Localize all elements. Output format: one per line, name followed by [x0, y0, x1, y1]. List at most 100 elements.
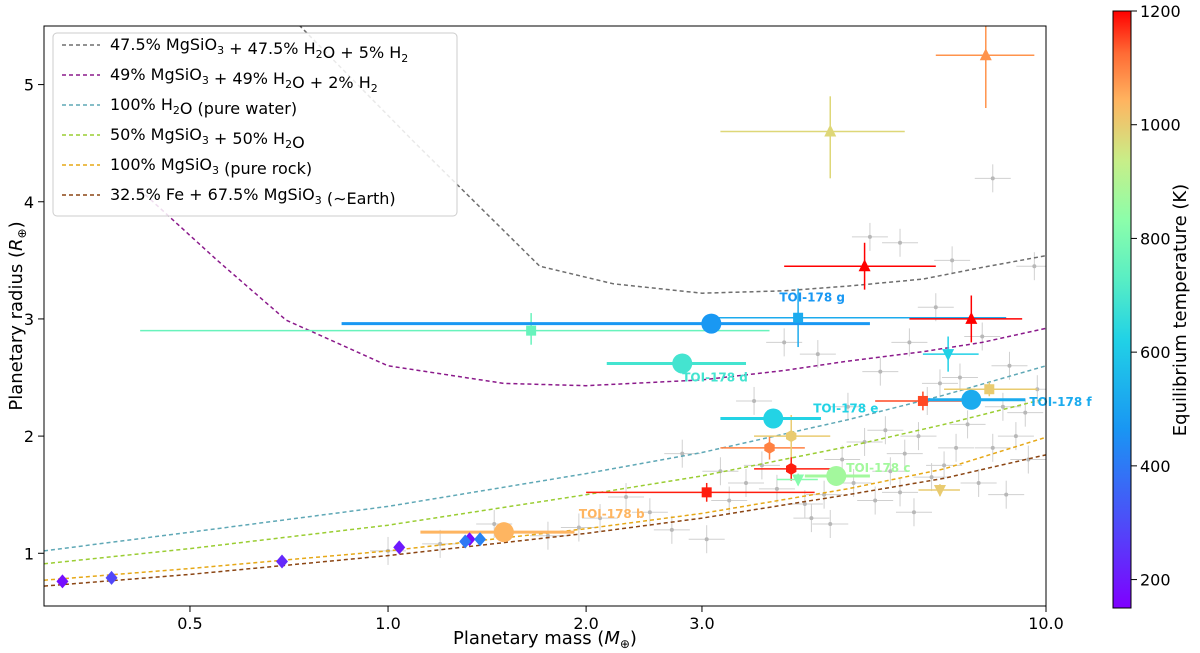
background-planet-point — [782, 340, 787, 345]
planet-labels: TOI-178 b TOI-178 c TOI-178 d TOI-178 e TOI-… — [579, 291, 1092, 522]
toi178-planet-label: TOI-178 e — [813, 402, 878, 416]
background-planet-point — [902, 451, 907, 456]
toi178-planet-marker — [672, 353, 693, 374]
literature-planet-marker — [917, 395, 928, 406]
literature-planet-marker — [942, 349, 955, 362]
literature-planet-marker — [984, 384, 995, 395]
y-axis-label: Planetary radius (R⊕) — [6, 221, 29, 410]
background-planet-point — [873, 498, 878, 503]
background-planet-point — [883, 428, 888, 433]
toi178-planet-label: TOI-178 g — [779, 291, 845, 305]
literature-planet-marker — [786, 430, 797, 443]
background-planet-point — [851, 480, 856, 485]
composition-curve — [139, 189, 1046, 387]
literature-planet-marker — [526, 325, 537, 336]
y-tick-label: 3 — [24, 310, 34, 329]
toi178-planet-label: TOI-178 c — [846, 461, 910, 475]
toi178-planet-marker — [493, 522, 514, 543]
background-planet-point — [957, 375, 962, 380]
background-planet-point — [867, 234, 872, 239]
background-planet-point — [598, 516, 603, 521]
background-planet-point — [438, 541, 443, 546]
legend-entry: 49% MgSiO3 + 49% H2O + 2% H2 — [110, 65, 378, 95]
background-planet-point — [815, 352, 820, 357]
literature-planet-marker — [933, 485, 946, 497]
background-planets — [370, 164, 1046, 565]
background-planet-point — [1032, 264, 1037, 269]
colorbar-tick-label: 1200 — [1140, 2, 1181, 21]
colorbar-tick-label: 600 — [1140, 343, 1171, 362]
y-tick-label: 2 — [24, 427, 34, 446]
background-planet-point — [950, 258, 955, 263]
composition-curve — [44, 397, 1046, 565]
background-planet-point — [1000, 404, 1005, 409]
literature-planet-marker — [459, 534, 472, 549]
colorbar: 200 400 600 800 1000 1200 — [1112, 2, 1181, 609]
background-planet-point — [669, 527, 674, 532]
background-planet-point — [898, 240, 903, 245]
toi178-planet-label: TOI-178 f — [1029, 395, 1092, 409]
x-tick-label: 1.0 — [375, 614, 400, 633]
literature-planet-marker — [824, 124, 837, 137]
background-planet-point — [976, 480, 981, 485]
x-tick-label: 3.0 — [689, 614, 714, 633]
background-planet-point — [990, 176, 995, 181]
background-planet-point — [752, 398, 757, 403]
colorbar-tick-label: 400 — [1140, 457, 1171, 476]
background-planet-point — [878, 369, 883, 374]
literature-planet-marker — [393, 540, 406, 555]
toi178-planet-marker — [763, 408, 784, 429]
literature-planet-marker — [858, 259, 871, 272]
composition-curve — [298, 26, 1046, 294]
y-tick-label: 5 — [24, 76, 34, 95]
legend-entry: 47.5% MgSiO3 + 47.5% H2O + 5% H2 — [110, 35, 408, 65]
composition-curve — [44, 436, 1046, 581]
background-planet-point — [1023, 410, 1028, 415]
background-planet-point — [937, 381, 942, 386]
colorbar-tick-label: 800 — [1140, 229, 1171, 248]
background-planet-point — [774, 486, 779, 491]
background-planet-point — [704, 537, 709, 542]
background-planet-point — [828, 521, 833, 526]
toi178-planet-label: TOI-178 d — [682, 370, 748, 384]
background-planet-point — [980, 334, 985, 339]
literature-planet-marker — [56, 574, 69, 589]
composition-curve — [44, 365, 1046, 552]
literature-planet-marker — [793, 312, 804, 323]
planet-markers — [56, 48, 995, 589]
background-planet-point — [898, 490, 903, 495]
y-axis-ticks: 1 2 3 4 5 — [24, 76, 44, 563]
background-planet-point — [942, 463, 947, 468]
literature-planet-marker — [474, 532, 487, 547]
background-planet-point — [809, 516, 814, 521]
background-planet-point — [1013, 434, 1018, 439]
x-tick-label: 10.0 — [1028, 614, 1064, 633]
toi178-planet-label: TOI-178 b — [579, 507, 645, 521]
background-planet-point — [965, 422, 970, 427]
colorbar-gradient — [1112, 10, 1132, 609]
background-planet-point — [1007, 363, 1012, 368]
background-planet-point — [933, 305, 938, 310]
literature-planet-marker — [764, 441, 775, 454]
literature-planet-marker — [701, 487, 712, 498]
colorbar-tick-label: 200 — [1140, 571, 1171, 590]
y-tick-label: 1 — [24, 544, 34, 563]
background-planet-point — [492, 521, 497, 526]
literature-planet-marker — [786, 462, 797, 475]
composition-curve — [44, 454, 1046, 587]
background-planet-point — [845, 404, 850, 409]
y-tick-label: 4 — [24, 193, 34, 212]
background-planet-point — [888, 469, 893, 474]
background-planet-point — [545, 533, 550, 538]
background-planet-point — [727, 498, 732, 503]
literature-planet-marker — [276, 554, 289, 569]
background-planet-point — [990, 445, 995, 450]
background-planet-point — [929, 475, 934, 480]
background-planet-point — [624, 495, 629, 500]
background-planet-point — [954, 445, 959, 450]
x-axis-ticks: 0.5 1.0 2.0 3.0 10.0 — [177, 606, 1064, 633]
literature-planet-marker — [965, 311, 978, 324]
plot-frame — [43, 25, 1047, 607]
